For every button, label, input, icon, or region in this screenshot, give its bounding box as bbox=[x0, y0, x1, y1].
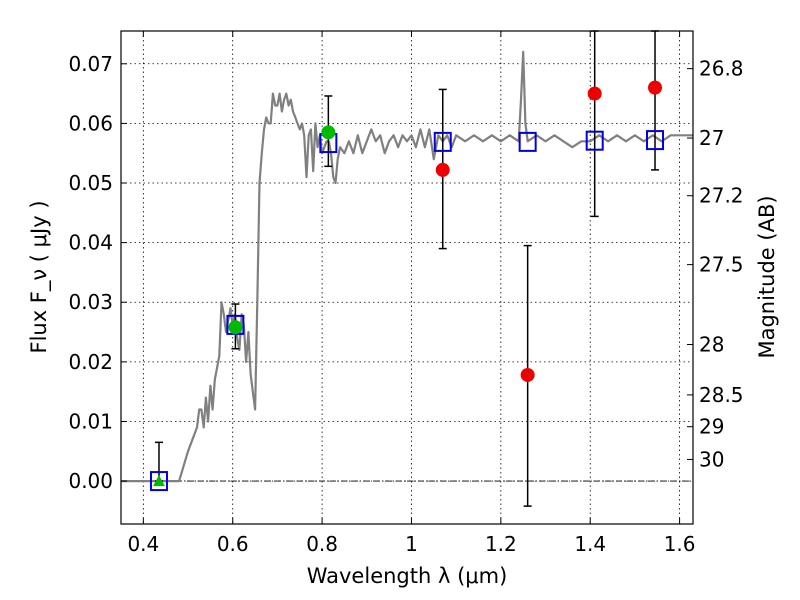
y-tick-label: 0.01 bbox=[68, 409, 113, 433]
magnitude-tick-label: 29 bbox=[699, 415, 724, 439]
model-sed-layer bbox=[121, 50, 693, 483]
magnitude-tick-label: 30 bbox=[699, 447, 724, 471]
model-sed-line bbox=[121, 50, 693, 483]
magnitude-tick-label: 27.5 bbox=[699, 253, 744, 277]
observed-red-point bbox=[587, 86, 602, 101]
model-photometry-square bbox=[149, 471, 168, 492]
magnitude-tick-label: 28 bbox=[699, 333, 724, 357]
magnitude-tick-label: 27.2 bbox=[699, 184, 744, 208]
x-tick-label: 0.8 bbox=[306, 532, 338, 556]
plot-frame bbox=[120, 30, 694, 525]
x-tick-label: 1 bbox=[405, 532, 418, 556]
x-tick-label: 1.4 bbox=[574, 532, 606, 556]
model-photometry-square bbox=[646, 130, 665, 151]
marker-layer bbox=[149, 80, 665, 492]
y-axis-label: Flux F_ν ( μJy ) bbox=[27, 200, 52, 353]
y-tick-label: 0.07 bbox=[68, 52, 113, 76]
tick-layer: 0.4 0.6 0.8 1 1.2 1.4 1.6 0.00 0.01 0.02 0.03 0.04 0… bbox=[68, 31, 744, 556]
observed-triangle-point bbox=[152, 475, 165, 487]
magnitude-tick-label: 28.5 bbox=[699, 383, 744, 407]
x-tick-label: 1.6 bbox=[664, 532, 696, 556]
y2-axis-label: Magnitude (AB) bbox=[755, 195, 779, 358]
x-axis-label: Wavelength λ (μm) bbox=[307, 564, 508, 588]
y-tick-label: 0.02 bbox=[68, 350, 113, 374]
error-bar-layer bbox=[154, 30, 660, 507]
x-tick-label: 0.6 bbox=[217, 532, 249, 556]
model-photometry-square bbox=[585, 130, 604, 151]
observed-green-point bbox=[228, 320, 243, 335]
observed-red-point bbox=[648, 80, 663, 95]
observed-red-point bbox=[435, 162, 450, 177]
x-tick-label: 0.4 bbox=[127, 532, 159, 556]
y-tick-label: 0.06 bbox=[68, 111, 113, 135]
y-tick-label: 0.05 bbox=[68, 171, 113, 195]
model-photometry-square bbox=[433, 131, 452, 152]
grid bbox=[121, 31, 693, 524]
y-tick-label: 0.03 bbox=[68, 290, 113, 314]
y-tick-label: 0.04 bbox=[68, 231, 113, 255]
y-tick-label: 0.00 bbox=[68, 469, 113, 493]
magnitude-tick-label: 26.8 bbox=[699, 57, 744, 81]
observed-red-point bbox=[520, 367, 535, 382]
model-photometry-square bbox=[518, 131, 537, 152]
x-tick-label: 1.2 bbox=[485, 532, 517, 556]
observed-green-point bbox=[321, 125, 336, 140]
magnitude-tick-label: 27 bbox=[699, 126, 724, 150]
